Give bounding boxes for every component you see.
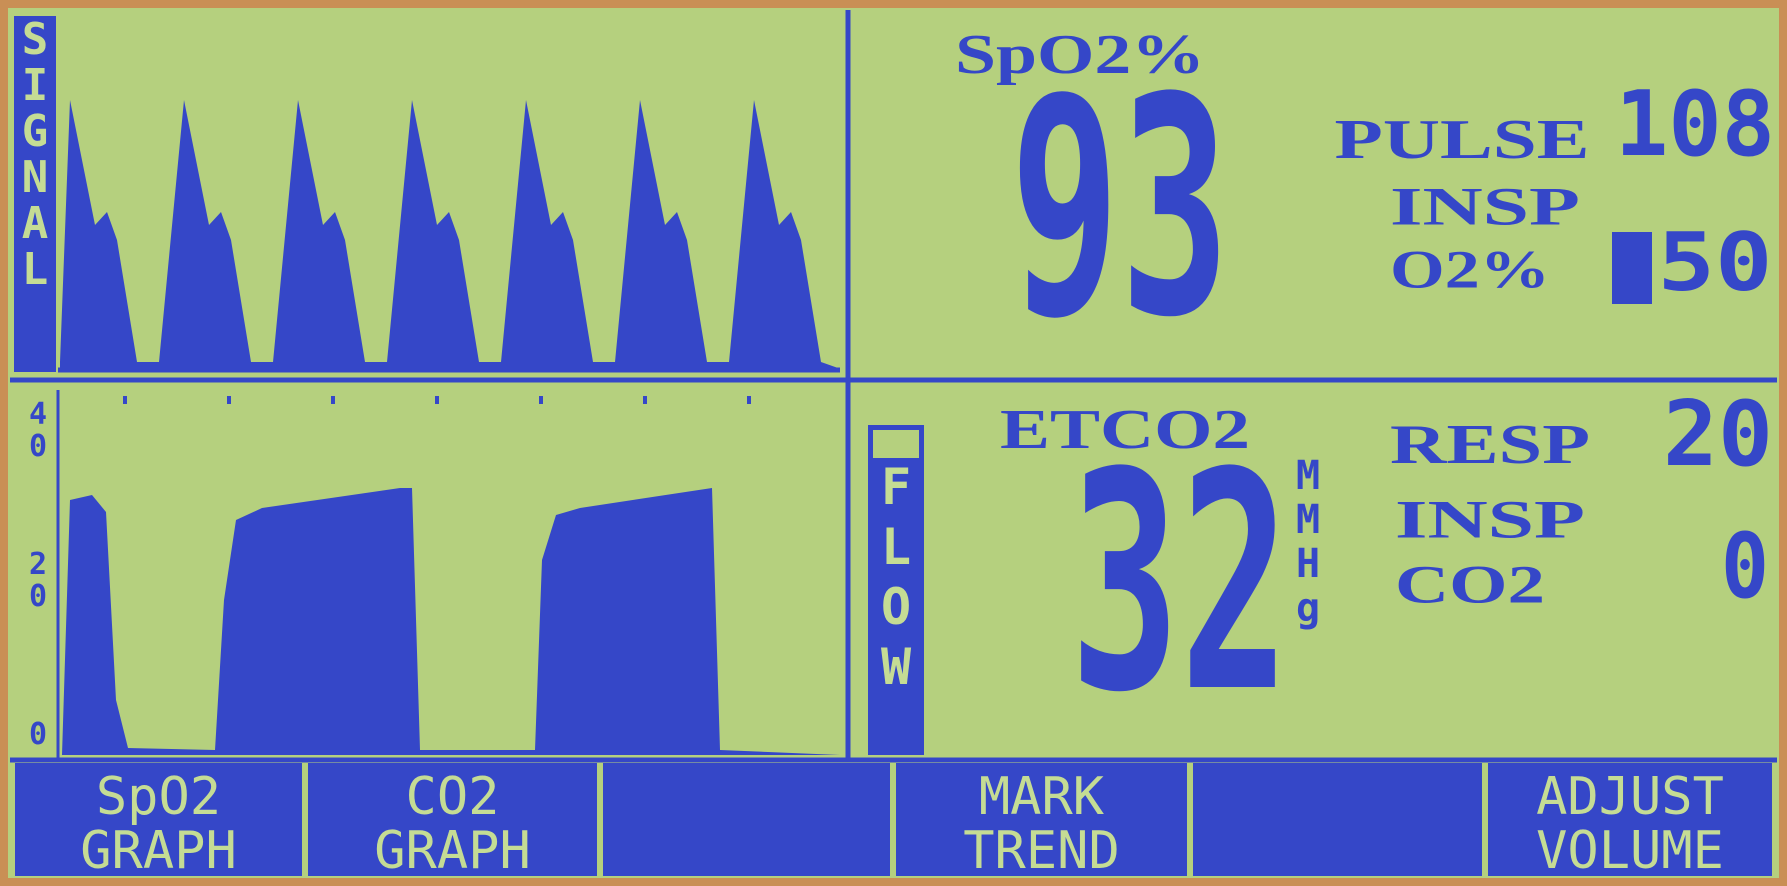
- insp-o2-label: O2%: [1390, 239, 1550, 299]
- soft-key[interactable]: [15, 763, 302, 876]
- soft-key[interactable]: [1193, 763, 1482, 876]
- soft-key-label[interactable]: SpO2: [96, 767, 221, 827]
- time-tick: [123, 396, 127, 404]
- signal-band: [14, 16, 56, 372]
- insp-o2-value: 50: [1658, 216, 1773, 309]
- etco2-label: ETCO2: [1000, 399, 1250, 461]
- flow-box-top: [873, 430, 919, 458]
- etco2-value: 32: [1070, 409, 1290, 758]
- soft-key[interactable]: [308, 763, 597, 876]
- time-tick: [643, 396, 647, 404]
- resp-label: RESP: [1390, 414, 1590, 476]
- soft-key-label[interactable]: GRAPH: [374, 821, 531, 881]
- soft-key-label[interactable]: MARK: [979, 767, 1105, 827]
- co2-axis-label: 0: [29, 717, 47, 752]
- insp-o2-cursor: [1612, 232, 1652, 304]
- time-tick: [747, 396, 751, 404]
- resp-value: 20: [1663, 382, 1773, 487]
- pulse-label: PULSE: [1335, 109, 1590, 171]
- insp-co2-label: CO2: [1395, 554, 1545, 614]
- labels: SpO2% 93 PULSE 108 INSP O2% 50 ETCO2 32 …: [22, 14, 1775, 758]
- spo2-waveform: [60, 100, 838, 368]
- pulse-value: 108: [1615, 72, 1775, 177]
- spo2-label: SpO2%: [955, 24, 1205, 86]
- time-tick: [331, 396, 335, 404]
- time-tick: [227, 396, 231, 404]
- soft-key-label[interactable]: ADJUST: [1536, 767, 1724, 827]
- soft-key-label[interactable]: VOLUME: [1536, 821, 1724, 881]
- insp-co2-label: INSP: [1395, 489, 1585, 549]
- waveforms: [56, 100, 840, 758]
- soft-key[interactable]: [896, 763, 1187, 876]
- soft-key-label[interactable]: CO2: [406, 767, 500, 827]
- time-tick: [435, 396, 439, 404]
- flow-box: [868, 425, 924, 755]
- dividers: [10, 10, 1777, 763]
- time-tick: [539, 396, 543, 404]
- co2-waveform: [62, 488, 840, 755]
- soft-key[interactable]: [1488, 763, 1772, 876]
- soft-key-label[interactable]: GRAPH: [80, 821, 237, 881]
- insp-co2-value: 0: [1721, 514, 1769, 619]
- spo2-value: 93: [1010, 34, 1230, 383]
- soft-key[interactable]: [603, 763, 890, 876]
- insp-o2-label: INSP: [1390, 176, 1580, 236]
- soft-key-label[interactable]: TREND: [963, 821, 1120, 881]
